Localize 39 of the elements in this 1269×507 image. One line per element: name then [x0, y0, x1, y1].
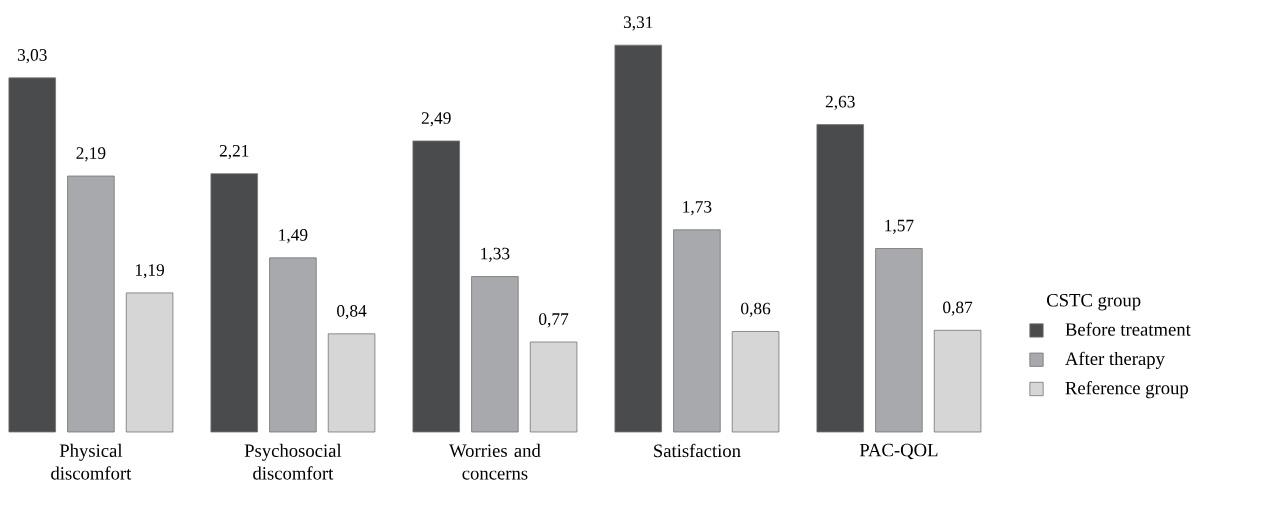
x-tick-label: Physical discomfort: [51, 443, 132, 480]
legend-title: CSTC group: [1047, 293, 1141, 311]
data-label: 1,19: [135, 264, 165, 279]
data-label: 1,57: [885, 219, 914, 234]
bar: [125, 292, 174, 433]
legend-label: Before treatment: [1065, 322, 1191, 336]
x-tick-label: Satisfaction: [654, 443, 741, 458]
bar: [875, 248, 923, 433]
bar: [731, 331, 780, 433]
bar: [412, 140, 460, 433]
data-label: 1,73: [683, 201, 712, 216]
bar: [529, 341, 578, 433]
data-label: 0,86: [741, 302, 771, 317]
legend-label: Reference group: [1065, 381, 1189, 399]
bar: [471, 276, 519, 433]
data-label: 2,21: [219, 144, 249, 160]
data-label: 2,19: [76, 147, 106, 162]
bar: [8, 77, 56, 433]
bar: [933, 329, 982, 433]
data-label: 3,03: [17, 49, 47, 64]
data-label: 2,63: [825, 95, 855, 111]
x-tick-label: PAC-QOL: [859, 443, 938, 460]
data-label: 0,77: [539, 313, 569, 328]
bar: [269, 257, 317, 433]
x-tick-label: Psychosocial discomfort: [244, 443, 342, 480]
bar: [816, 124, 864, 433]
data-label: 3,31: [623, 16, 653, 31]
legend-label: After therapy: [1065, 351, 1165, 369]
x-tick-label: Worries and concerns: [449, 443, 541, 480]
data-label: 0,84: [337, 305, 367, 320]
bar: [210, 173, 258, 433]
data-label: 1,49: [279, 229, 308, 244]
bar: [673, 229, 721, 433]
bar: [67, 175, 115, 433]
bar: [327, 333, 376, 433]
data-label: 1,33: [481, 247, 510, 262]
data-label: 2,49: [421, 112, 451, 127]
data-label: 0,87: [943, 301, 973, 316]
bar: [614, 44, 662, 433]
